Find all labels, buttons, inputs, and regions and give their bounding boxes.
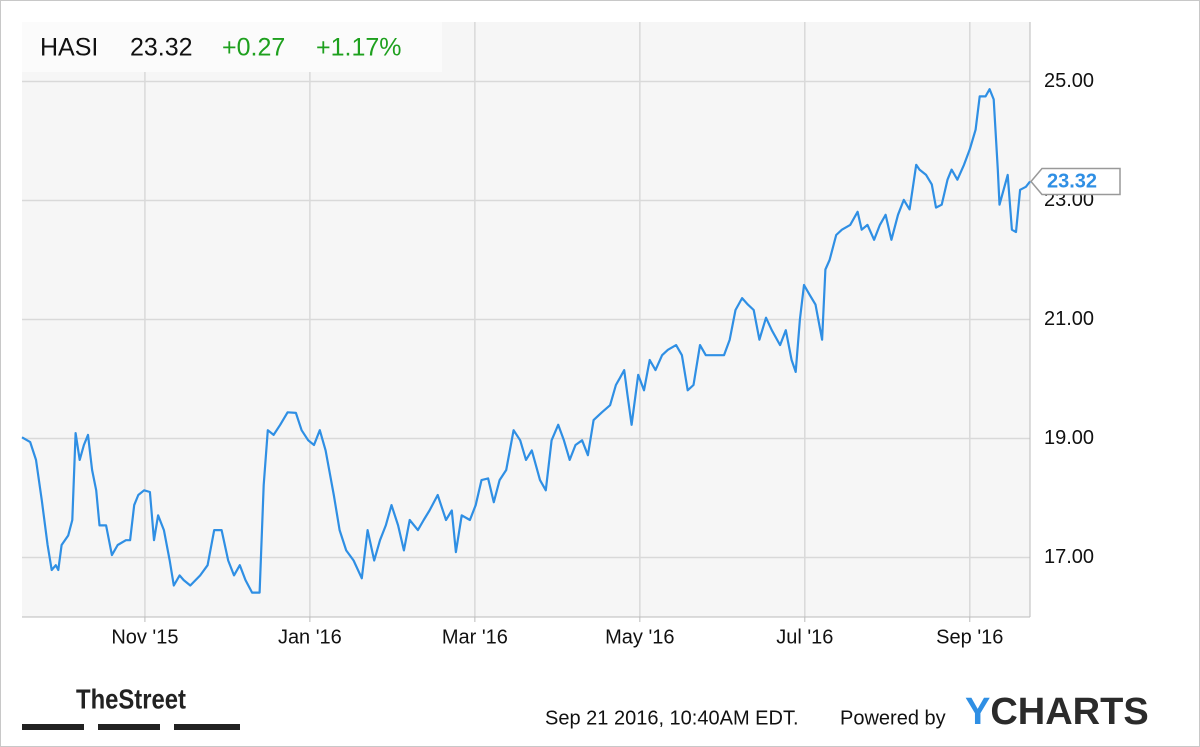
change-percent: +1.17% [316, 34, 402, 62]
grid [22, 22, 1030, 617]
x-tick-label: Mar '16 [442, 626, 508, 648]
header-box [22, 22, 442, 72]
provider-logo: YCHARTS [965, 691, 1149, 733]
x-tick-label: Jan '16 [278, 626, 342, 648]
powered-by: Powered by [840, 707, 946, 729]
ticker: HASI [40, 34, 98, 62]
last-value-label: 23.32 [1047, 171, 1097, 193]
y-tick-label: 25.00 [1044, 70, 1094, 92]
x-tick-label: Sep '16 [936, 626, 1003, 648]
last-value-callout [1030, 167, 1121, 196]
brand: TheStreet [76, 683, 186, 714]
change: +0.27 [222, 34, 285, 62]
plot [21, 88, 1031, 594]
x-tick-label: Jul '16 [776, 626, 833, 648]
timestamp: Sep 21 2016, 10:40AM EDT. [545, 707, 799, 729]
y-tick-label: 21.00 [1044, 308, 1094, 330]
x-tick-label: Nov '15 [111, 626, 178, 648]
y-tick-label: 17.00 [1044, 546, 1094, 568]
brand-bar [174, 724, 240, 730]
y-tick-label: 19.00 [1044, 427, 1094, 449]
x-tick-label: May '16 [605, 626, 674, 648]
brand-bar [98, 724, 160, 730]
price-line [21, 88, 1031, 594]
brand-bar [22, 724, 84, 730]
price: 23.32 [130, 34, 193, 62]
